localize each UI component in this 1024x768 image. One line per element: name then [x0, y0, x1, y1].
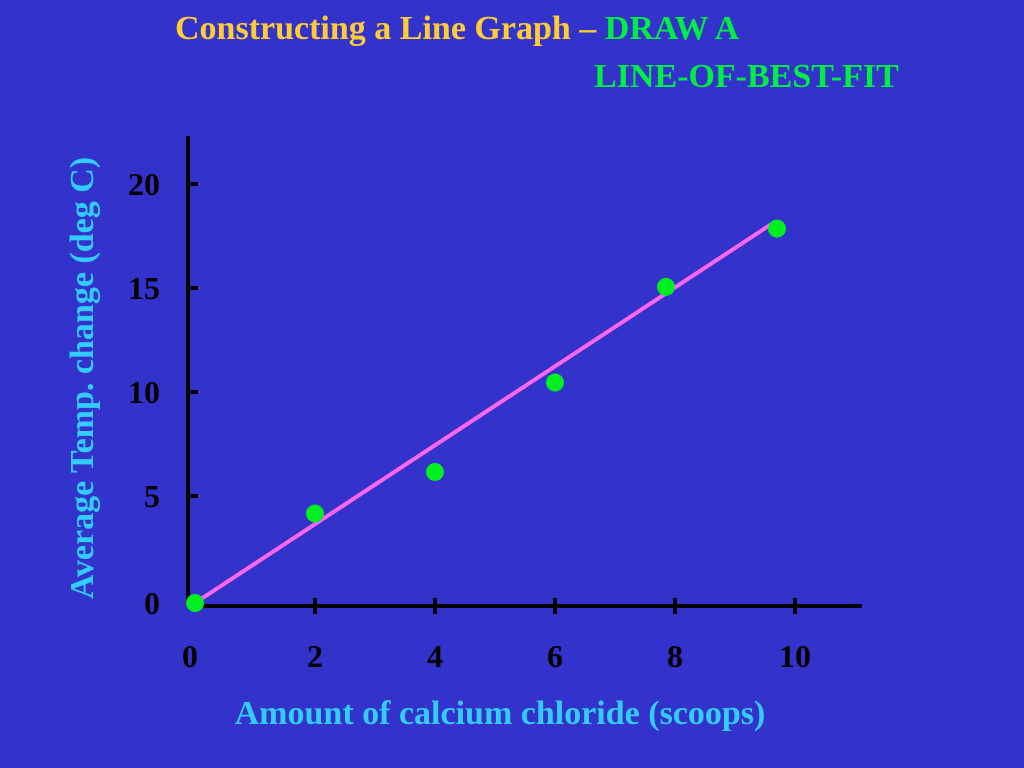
x-tick-label: 2 [307, 638, 323, 674]
title-part-constructing: Constructing a Line Graph – [175, 10, 597, 47]
data-point [657, 277, 675, 296]
x-tick-label: 0 [182, 638, 198, 674]
axis-ticks: 0 2 4 6 8 10 0 5 10 15 20 [128, 166, 811, 674]
data-point [546, 373, 564, 392]
y-tick-label: 20 [128, 166, 160, 202]
y-tick-label: 5 [144, 478, 160, 514]
x-axis-label: Amount of calcium chloride (scoops) [234, 695, 766, 732]
data-point [768, 219, 786, 238]
data-point [186, 594, 204, 612]
x-tick-label: 8 [667, 638, 683, 674]
x-tick-label: 10 [779, 638, 811, 674]
data-point [426, 462, 444, 481]
title-line-of-best-fit: LINE-OF-BEST-FIT [594, 58, 899, 95]
x-tick-label: 6 [547, 638, 563, 674]
best-fit-line [193, 220, 776, 605]
y-tick-label: 0 [144, 585, 160, 621]
data-point [306, 504, 324, 523]
best-fit-layer [193, 220, 776, 605]
slide-title: Constructing a Line Graph – DRAW A [175, 10, 739, 48]
y-tick-label: 15 [128, 270, 160, 306]
title-part-draw: DRAW A [604, 10, 740, 47]
data-points-layer [186, 219, 786, 612]
x-tick-label: 4 [427, 638, 443, 674]
y-tick-label: 10 [128, 374, 160, 410]
